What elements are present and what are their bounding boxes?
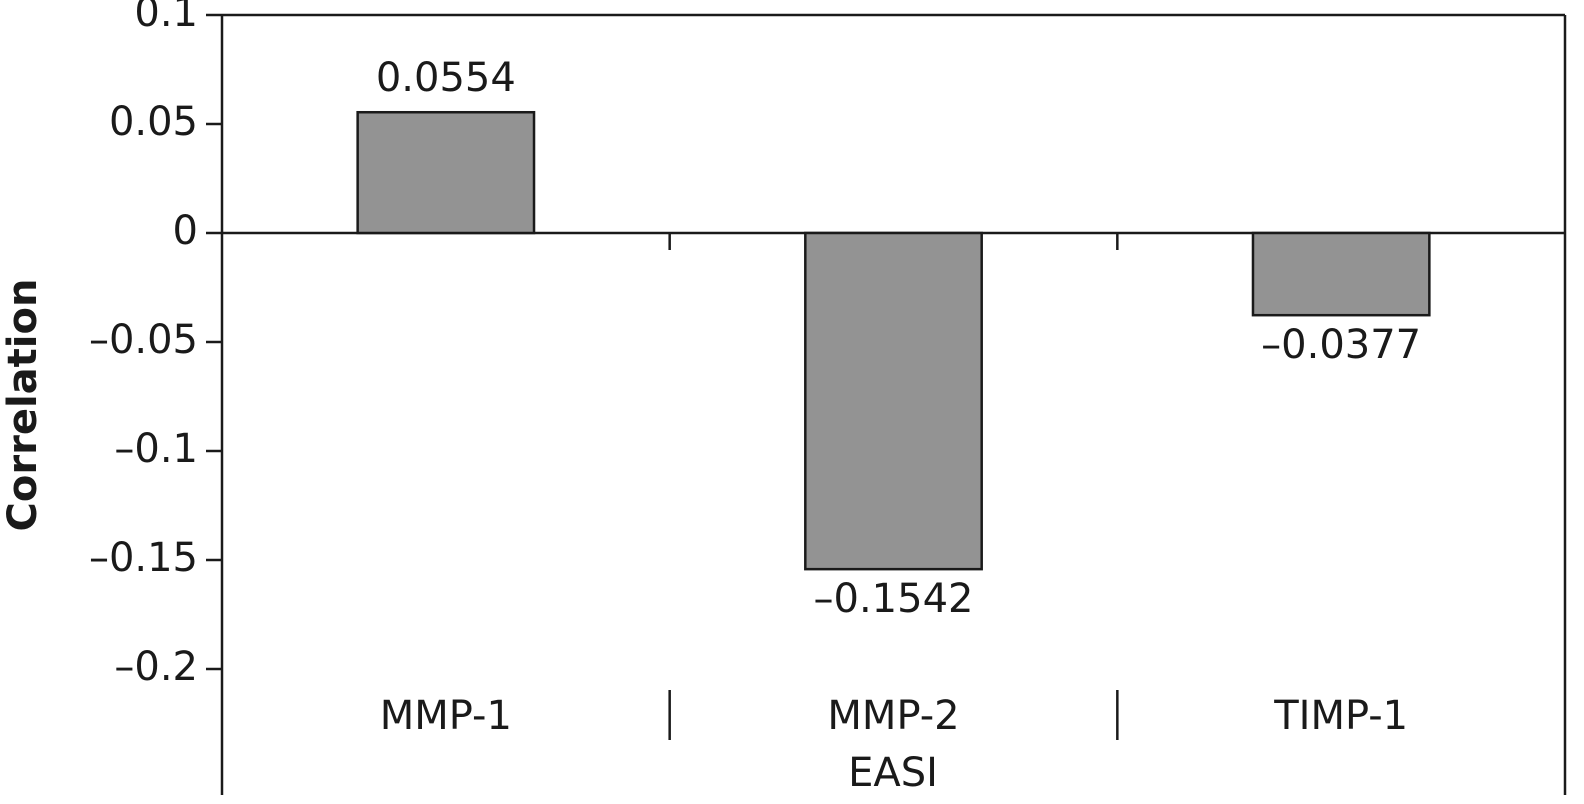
x-tick-label: MMP-1: [380, 693, 512, 739]
bar: [1251, 231, 1431, 317]
data-label: –0.0377: [1261, 322, 1421, 368]
bar: [804, 231, 983, 571]
x-tick-label: MMP-2: [827, 693, 959, 739]
data-label: 0.0554: [376, 55, 516, 101]
data-label: –0.1542: [814, 576, 974, 622]
y-tick-label: –0.15: [89, 535, 198, 581]
y-tick-label: 0: [173, 208, 198, 254]
y-tick-label: 0.05: [109, 99, 198, 145]
y-tick-label: 0.1: [134, 0, 198, 36]
y-tick-label: –0.05: [89, 317, 198, 363]
y-tick-label: –0.1: [114, 426, 198, 472]
bar: [356, 110, 536, 235]
y-axis-title: Correlation: [0, 279, 46, 532]
x-tick-label: TIMP-1: [1273, 693, 1408, 739]
x-axis-title: EASI: [848, 750, 938, 796]
y-tick-label: –0.2: [114, 644, 198, 690]
